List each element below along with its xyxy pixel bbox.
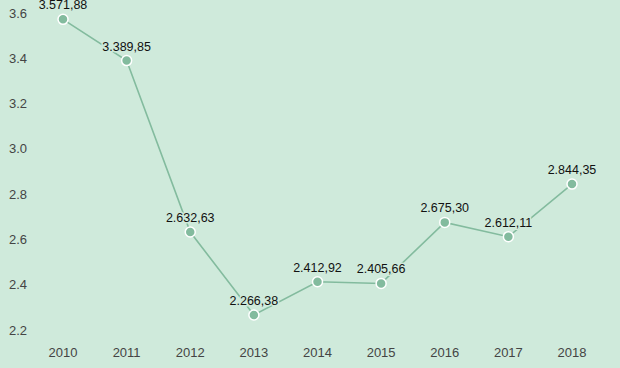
data-label: 2.412,92 (293, 261, 342, 275)
x-tick-label: 2012 (176, 345, 205, 360)
data-label: 2.844,35 (548, 163, 597, 177)
y-tick-label: 3.0 (9, 141, 27, 156)
data-labels: 3.571,88 3.389,85 2.632,63 2.266,38 2.412,92… (39, 0, 597, 308)
y-tick-label: 2.2 (9, 323, 27, 338)
marker (249, 310, 259, 320)
x-tick-label: 2010 (49, 345, 78, 360)
marker (185, 227, 195, 237)
y-tick-label: 3.2 (9, 96, 27, 111)
y-tick-label: 2.4 (9, 277, 27, 292)
x-tick-label: 2017 (494, 345, 523, 360)
marker (567, 179, 577, 189)
data-label: 2.612,11 (485, 216, 533, 230)
marker (503, 232, 513, 242)
y-tick-label: 3.4 (9, 51, 27, 66)
x-tick-label: 2013 (239, 345, 268, 360)
data-label: 2.266,38 (230, 294, 279, 308)
y-tick-label: 2.8 (9, 187, 27, 202)
y-tick (30, 148, 32, 149)
marker (440, 217, 450, 227)
data-label: 2.675,30 (420, 201, 469, 215)
marker (122, 56, 132, 66)
y-tick (30, 13, 32, 14)
marker (58, 14, 68, 24)
data-label: 2.632,63 (166, 211, 215, 225)
line (63, 19, 572, 315)
x-tick-label: 2014 (303, 345, 332, 360)
y-tick (30, 58, 32, 59)
marker (376, 278, 386, 288)
x-tick-label: 2018 (558, 345, 587, 360)
data-label: 2.405,66 (357, 262, 406, 276)
y-tick (30, 330, 32, 331)
x-axis: 2010 2011 2012 2013 2014 2015 2016 2017 2018 (49, 345, 587, 360)
y-tick-label: 2.6 (9, 232, 27, 247)
chart: 2.2 2.4 2.6 2.8 3.0 3.2 3.4 3.6 2010 2011 2012 2013… (0, 0, 620, 368)
data-label: 3.389,85 (102, 40, 151, 54)
data-label: 3.571,88 (39, 0, 88, 12)
chart-container: 2.2 2.4 2.6 2.8 3.0 3.2 3.4 3.6 2010 2011 2012 2013… (0, 0, 620, 368)
y-tick (30, 103, 32, 104)
y-axis: 2.2 2.4 2.6 2.8 3.0 3.2 3.4 3.6 (9, 6, 32, 338)
y-tick (30, 194, 32, 195)
plot-area (58, 14, 577, 320)
x-tick-label: 2011 (113, 345, 141, 360)
marker (313, 277, 323, 287)
y-tick (30, 239, 32, 240)
x-tick-label: 2015 (367, 345, 396, 360)
y-tick-label: 3.6 (9, 6, 27, 21)
x-tick-label: 2016 (430, 345, 459, 360)
y-tick (30, 284, 32, 285)
